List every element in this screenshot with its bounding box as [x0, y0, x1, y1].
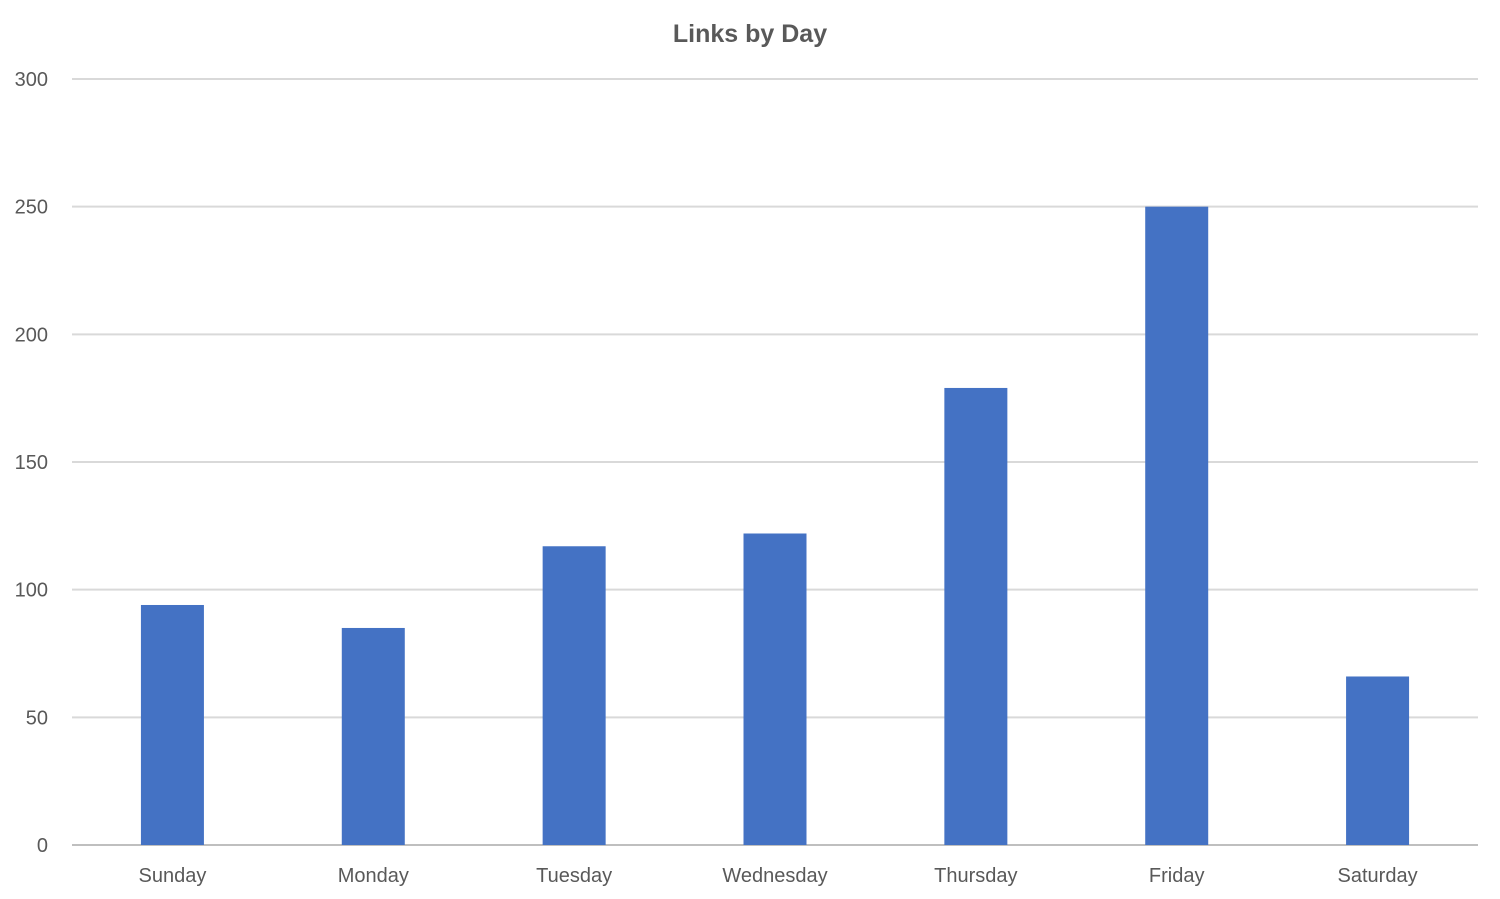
x-axis-ticks: Sunday Monday Tuesday Wednesday Thursday Frid…: [139, 865, 1418, 887]
bar-tuesday: [542, 546, 606, 845]
bar-sunday: [140, 604, 204, 845]
x-tick-label: Monday: [338, 865, 409, 887]
x-tick-label: Tuesday: [536, 865, 612, 887]
y-tick-label: 100: [15, 580, 48, 602]
y-tick-label: 0: [37, 835, 48, 857]
x-tick-label: Wednesday: [722, 865, 827, 887]
bar-wednesday: [743, 533, 807, 845]
y-tick-label: 150: [15, 452, 48, 474]
y-axis-ticks: 0 50 100 150 200 250 300: [15, 69, 48, 857]
bar-monday: [341, 627, 405, 845]
x-tick-label: Saturday: [1338, 865, 1418, 887]
y-tick-label: 300: [15, 69, 48, 91]
bars: [140, 206, 1410, 845]
x-tick-label: Thursday: [934, 865, 1017, 887]
x-tick-label: Friday: [1149, 865, 1205, 887]
bar-friday: [1145, 206, 1209, 845]
chart-title: Links by Day: [672, 20, 828, 48]
y-tick-label: 50: [26, 707, 48, 729]
bar-saturday: [1346, 676, 1410, 845]
bar-thursday: [944, 387, 1008, 845]
x-tick-label: Sunday: [139, 865, 207, 887]
y-tick-label: 200: [15, 324, 48, 346]
y-tick-label: 250: [15, 197, 48, 219]
